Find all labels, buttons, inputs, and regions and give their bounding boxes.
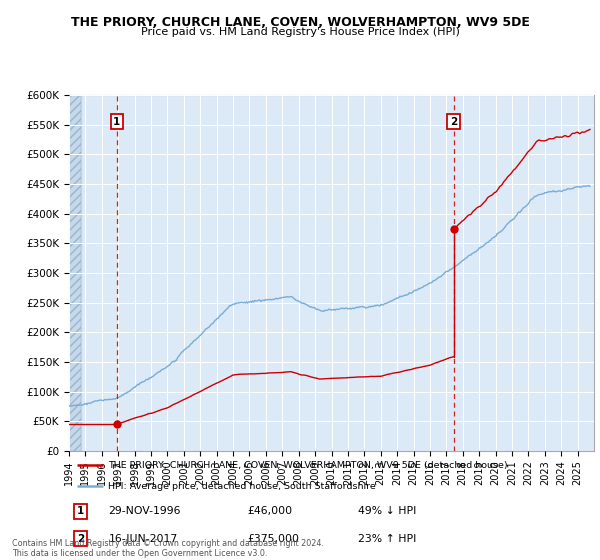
Text: £375,000: £375,000	[248, 534, 299, 544]
Text: HPI: Average price, detached house, South Staffordshire: HPI: Average price, detached house, Sout…	[109, 482, 376, 491]
Text: THE PRIORY, CHURCH LANE, COVEN, WOLVERHAMPTON, WV9 5DE: THE PRIORY, CHURCH LANE, COVEN, WOLVERHA…	[71, 16, 529, 29]
Text: 16-JUN-2017: 16-JUN-2017	[109, 534, 178, 544]
Text: 1: 1	[77, 506, 84, 516]
Text: 23% ↑ HPI: 23% ↑ HPI	[358, 534, 416, 544]
Text: THE PRIORY, CHURCH LANE, COVEN, WOLVERHAMPTON, WV9 5DE (detached house): THE PRIORY, CHURCH LANE, COVEN, WOLVERHA…	[109, 461, 508, 470]
Text: Contains HM Land Registry data © Crown copyright and database right 2024.
This d: Contains HM Land Registry data © Crown c…	[12, 539, 324, 558]
Bar	[69, 95, 82, 451]
Bar	[69, 95, 82, 451]
Text: 29-NOV-1996: 29-NOV-1996	[109, 506, 181, 516]
Text: 1: 1	[113, 117, 121, 127]
Text: 2: 2	[450, 117, 457, 127]
Text: 2: 2	[77, 534, 84, 544]
Text: £46,000: £46,000	[248, 506, 293, 516]
Text: Price paid vs. HM Land Registry's House Price Index (HPI): Price paid vs. HM Land Registry's House …	[140, 27, 460, 37]
Text: 49% ↓ HPI: 49% ↓ HPI	[358, 506, 416, 516]
